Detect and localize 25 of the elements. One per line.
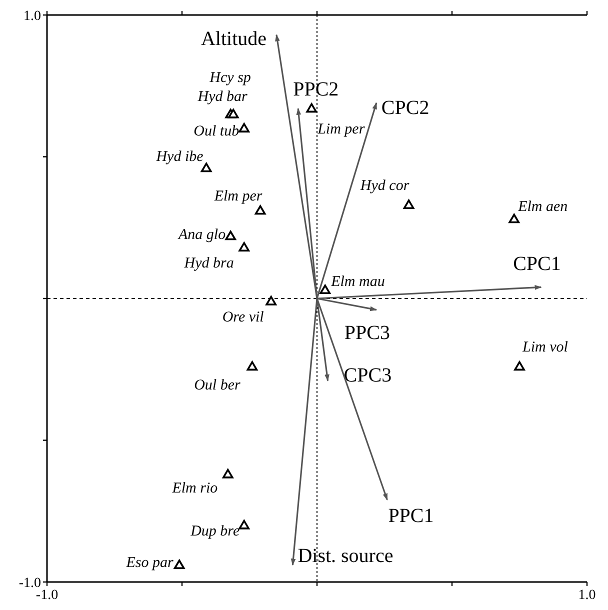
annotation: Oul ber	[194, 378, 240, 394]
annotation: Elm aen	[517, 199, 568, 216]
annotation: Hyd bar	[196, 89, 248, 106]
series-label: Dist. source	[298, 544, 394, 567]
annotation: Hyd bra	[183, 255, 234, 272]
annotation: Eso par	[125, 554, 174, 571]
annotation: Lim per	[316, 122, 365, 138]
annotation: Hyd ibe	[155, 149, 204, 166]
annotation: Hyd cor	[359, 178, 410, 194]
series-label: CPC3	[344, 364, 392, 387]
series-label: PPC1	[388, 504, 434, 527]
annotation: Ana glo	[178, 227, 226, 244]
series-label: Altitude	[200, 28, 267, 50]
series-label: CPC1	[513, 253, 561, 276]
annotation: Dup bre	[190, 523, 240, 540]
series-label: PPC2	[293, 78, 339, 101]
annotation: Elm per	[213, 188, 262, 205]
annotation: Elm rio	[171, 480, 218, 496]
annotation: Lim vol	[522, 340, 568, 356]
series-label: PPC3	[344, 322, 390, 344]
annotation: Hcy sp	[208, 70, 252, 86]
series-label: CPC2	[381, 96, 430, 119]
annotation: Ore vil	[222, 309, 264, 326]
annotation: Elm mau	[330, 274, 385, 290]
annotation: Oul tub	[194, 123, 240, 140]
